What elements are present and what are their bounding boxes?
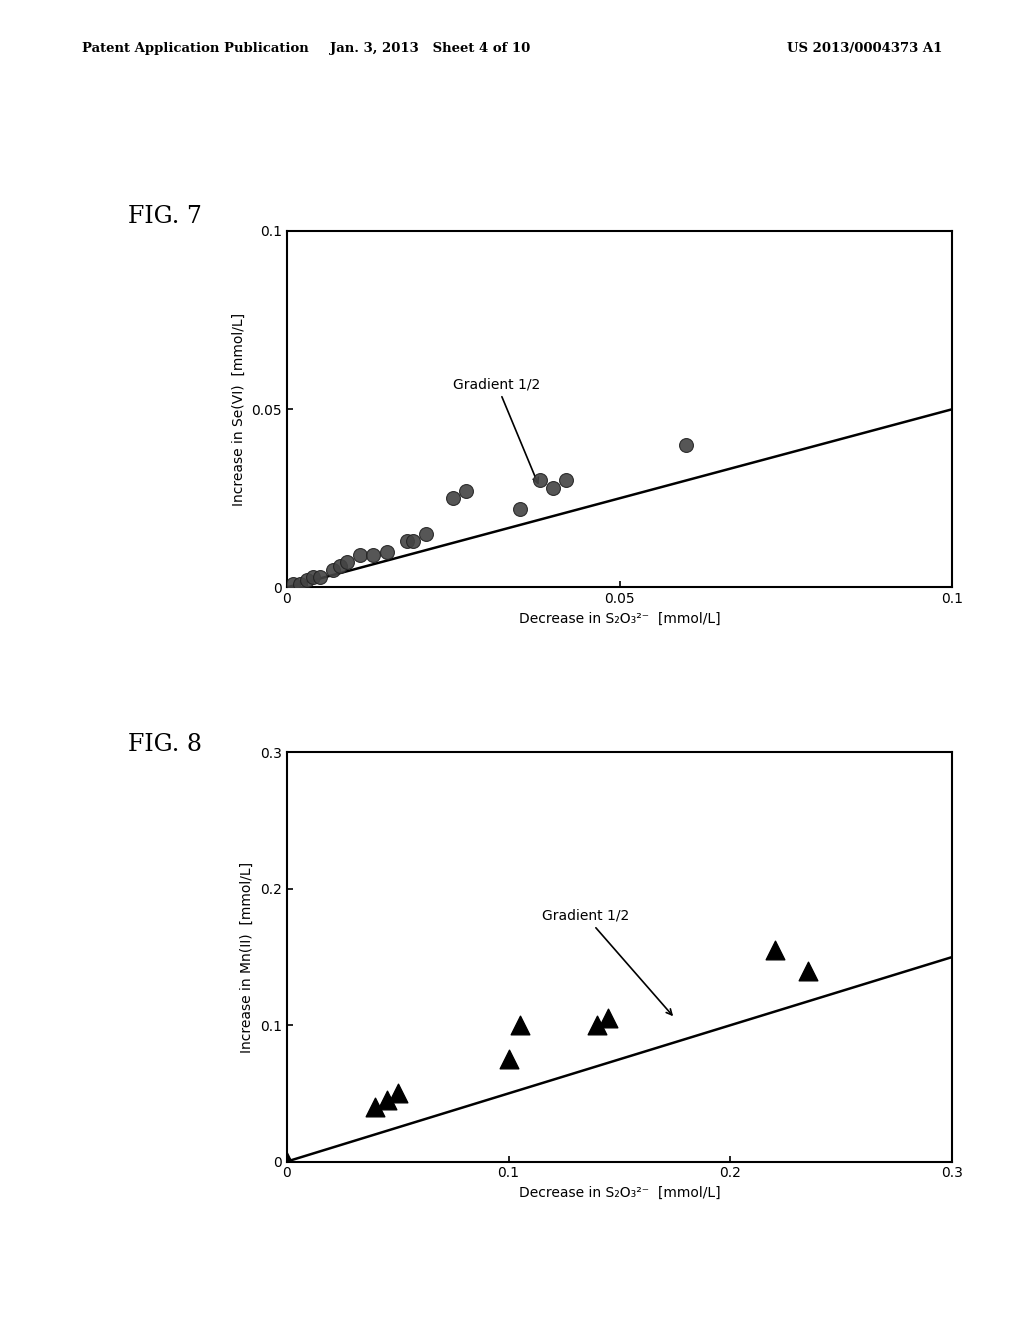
Point — [512, 499, 528, 520]
Point — [311, 566, 328, 587]
Point — [389, 1082, 406, 1104]
Point — [767, 940, 783, 961]
Text: Gradient 1/2: Gradient 1/2 — [542, 909, 672, 1015]
Text: Jan. 3, 2013   Sheet 4 of 10: Jan. 3, 2013 Sheet 4 of 10 — [330, 42, 530, 55]
Point — [368, 1097, 384, 1118]
Point — [459, 480, 475, 502]
Point — [545, 477, 561, 498]
Point — [600, 1008, 616, 1030]
Point — [366, 545, 382, 566]
Point — [305, 566, 322, 587]
Text: Patent Application Publication: Patent Application Publication — [82, 42, 308, 55]
Point — [326, 560, 342, 581]
Point — [531, 470, 548, 491]
Point — [379, 1090, 395, 1111]
Point — [352, 545, 369, 566]
Point — [279, 1151, 295, 1172]
Point — [406, 531, 422, 552]
Text: US 2013/0004373 A1: US 2013/0004373 A1 — [786, 42, 942, 55]
Point — [332, 556, 348, 577]
X-axis label: Decrease in S₂O₃²⁻  [mmol/L]: Decrease in S₂O₃²⁻ [mmol/L] — [519, 611, 720, 626]
Point — [379, 541, 395, 562]
Text: Gradient 1/2: Gradient 1/2 — [453, 378, 541, 483]
Point — [398, 531, 415, 552]
Point — [292, 573, 308, 594]
Point — [338, 552, 355, 573]
Point — [444, 487, 461, 508]
Point — [800, 960, 816, 981]
Y-axis label: Increase in Mn(II)  [mmol/L]: Increase in Mn(II) [mmol/L] — [241, 862, 254, 1052]
Y-axis label: Increase in Se(VI)  [mmol/L]: Increase in Se(VI) [mmol/L] — [231, 313, 246, 506]
Point — [589, 1015, 605, 1036]
X-axis label: Decrease in S₂O₃²⁻  [mmol/L]: Decrease in S₂O₃²⁻ [mmol/L] — [519, 1185, 720, 1200]
Point — [285, 573, 302, 594]
Text: FIG. 7: FIG. 7 — [128, 205, 202, 227]
Point — [501, 1048, 517, 1069]
Point — [419, 523, 435, 544]
Point — [299, 570, 315, 591]
Text: FIG. 8: FIG. 8 — [128, 733, 202, 755]
Point — [678, 434, 694, 455]
Point — [558, 470, 574, 491]
Point — [512, 1015, 528, 1036]
